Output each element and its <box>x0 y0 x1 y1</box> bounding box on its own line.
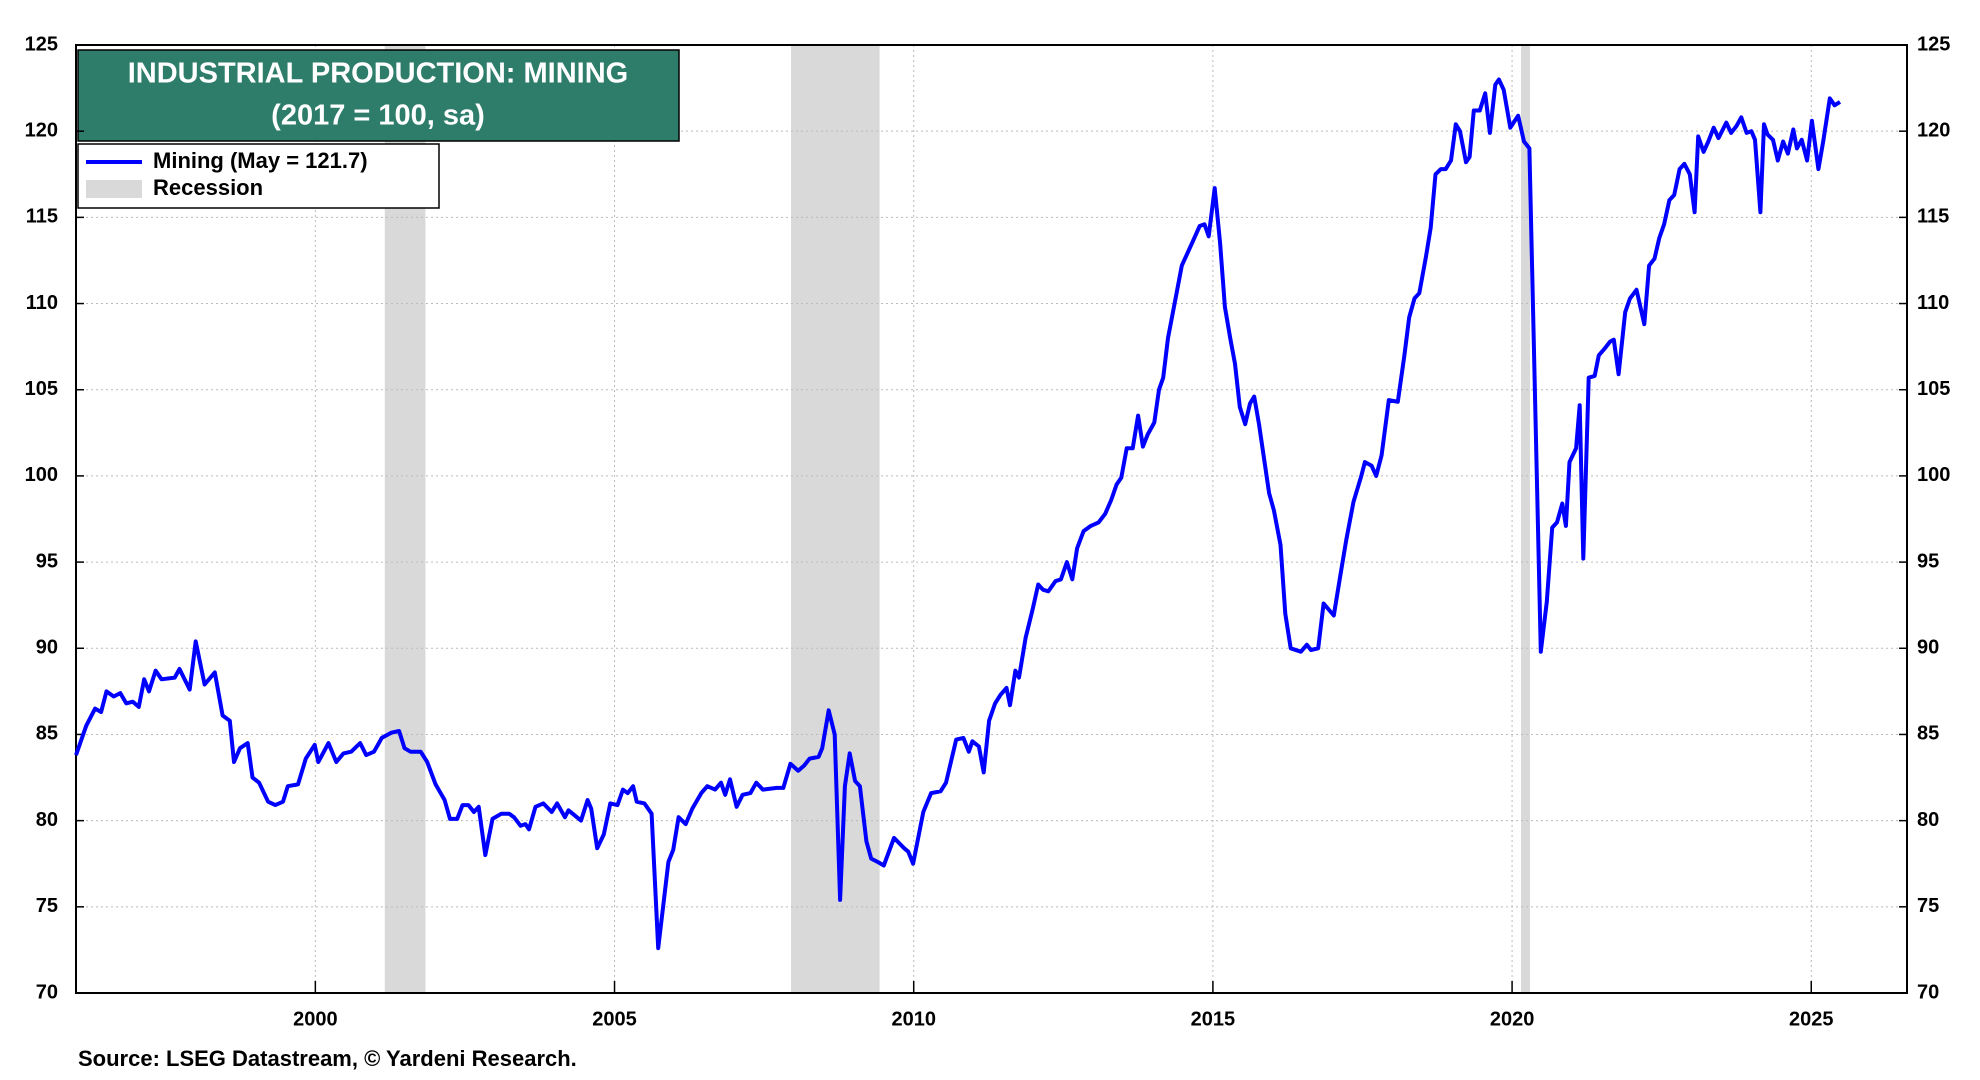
x-tick-label: 2010 <box>891 1008 936 1030</box>
y-tick-label: 95 <box>36 550 58 572</box>
y2-tick-label: 100 <box>1917 464 1950 486</box>
y2-tick-label: 115 <box>1917 206 1949 228</box>
y-tick-label: 125 <box>25 33 58 55</box>
y-tick-label: 110 <box>26 292 58 314</box>
y-tick-label: 80 <box>36 809 58 831</box>
chart-title: INDUSTRIAL PRODUCTION: MINING <box>128 58 629 90</box>
title-box <box>77 49 680 142</box>
chart-subtitle: (2017 = 100, sa) <box>271 100 485 132</box>
y2-tick-label: 90 <box>1917 637 1939 659</box>
y2-tick-label: 85 <box>1917 723 1939 745</box>
legend-swatch <box>86 180 142 198</box>
plot-frame <box>75 44 1908 994</box>
y-tick-label: 120 <box>25 119 58 141</box>
y-tick-label: 70 <box>36 981 58 1003</box>
y-tick-label: 90 <box>36 637 58 659</box>
y2-tick-label: 80 <box>1917 809 1939 831</box>
y2-tick-label: 75 <box>1917 895 1939 917</box>
legend-label: Mining (May = 121.7) <box>153 148 368 173</box>
y-tick-label: 85 <box>36 723 58 745</box>
x-tick-label: 2015 <box>1191 1008 1236 1030</box>
background <box>76 44 1907 994</box>
recession-band <box>791 45 880 993</box>
y2-tick-label: 105 <box>1917 378 1950 400</box>
y-tick-label: 105 <box>25 378 58 400</box>
data-line <box>74 77 1842 951</box>
y2-tick-label: 95 <box>1917 550 1939 572</box>
y2-tick-label: 70 <box>1917 981 1939 1003</box>
y2-tick-label: 110 <box>1917 292 1949 314</box>
recession-band <box>1521 45 1531 993</box>
y2-tick-label: 120 <box>1917 119 1950 141</box>
source-note: Source: LSEG Datastream, © Yardeni Resea… <box>78 1046 577 1071</box>
x-tick-label: 2005 <box>592 1008 637 1030</box>
y-tick-label: 100 <box>25 464 58 486</box>
x-tick-label: 2000 <box>293 1008 338 1030</box>
x-tick-label: 2025 <box>1789 1008 1834 1030</box>
legend-label: Recession <box>153 175 263 200</box>
y2-tick-label: 125 <box>1917 33 1950 55</box>
y-tick-label: 75 <box>36 895 58 917</box>
x-tick-label: 2020 <box>1490 1008 1535 1030</box>
y-tick-label: 115 <box>26 206 58 228</box>
